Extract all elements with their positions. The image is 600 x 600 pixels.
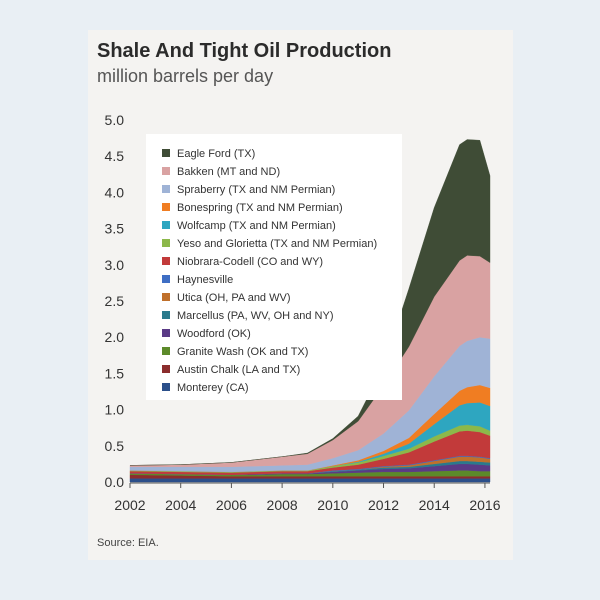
legend-swatch [162, 383, 170, 391]
y-tick-label: 2.5 [105, 293, 125, 309]
legend-swatch [162, 185, 170, 193]
legend-label: Woodford (OK) [177, 328, 251, 340]
y-tick-label: 1.0 [105, 402, 125, 418]
legend-label: Wolfcamp (TX and NM Permian) [177, 220, 336, 232]
chart-title: Shale And Tight Oil Production [97, 40, 392, 62]
area-series-0 [129, 478, 491, 483]
area-series-13 [129, 139, 491, 466]
legend-label: Eagle Ford (TX) [177, 148, 255, 160]
y-tick-label: 0.5 [105, 438, 125, 454]
legend-swatch [162, 329, 170, 337]
x-tick-label: 2012 [368, 497, 399, 513]
source-note: Source: EIA. [97, 537, 159, 549]
chart-subtitle: million barrels per day [97, 66, 274, 86]
y-tick-label: 3.5 [105, 221, 125, 237]
legend-swatch [162, 293, 170, 301]
legend-swatch [162, 275, 170, 283]
legend-label: Yeso and Glorietta (TX and NM Permian) [177, 238, 377, 250]
legend-label: Utica (OH, PA and WV) [177, 292, 291, 304]
legend-label: Niobrara-Codell (CO and WY) [177, 256, 323, 268]
y-tick-label: 0.0 [105, 474, 125, 490]
y-tick-label: 4.0 [105, 184, 125, 200]
legend-label: Spraberry (TX and NM Permian) [177, 184, 335, 196]
legend-label: Bakken (MT and ND) [177, 166, 280, 178]
legend-swatch [162, 311, 170, 319]
legend-swatch [162, 203, 170, 211]
x-tick-label: 2010 [317, 497, 348, 513]
x-tick-label: 2006 [216, 497, 247, 513]
x-tick-label: 2016 [469, 497, 500, 513]
legend-swatch [162, 257, 170, 265]
y-tick-label: 5.0 [105, 112, 125, 128]
legend-swatch [162, 239, 170, 247]
legend-swatch [162, 221, 170, 229]
x-tick-label: 2004 [165, 497, 196, 513]
legend-label: Bonespring (TX and NM Permian) [177, 202, 343, 214]
y-tick-label: 3.0 [105, 257, 125, 273]
x-tick-label: 2014 [419, 497, 450, 513]
legend-label: Marcellus (PA, WV, OH and NY) [177, 310, 334, 322]
legend-label: Austin Chalk (LA and TX) [177, 364, 300, 376]
legend-box [146, 134, 402, 400]
legend-label: Granite Wash (OK and TX) [177, 346, 308, 358]
x-tick-label: 2008 [267, 497, 298, 513]
y-tick-label: 1.5 [105, 365, 125, 381]
legend-swatch [162, 347, 170, 355]
y-tick-label: 4.5 [105, 148, 125, 164]
legend-swatch [162, 149, 170, 157]
legend-swatch [162, 167, 170, 175]
legend-swatch [162, 365, 170, 373]
legend-label: Monterey (CA) [177, 382, 249, 394]
x-tick-label: 2002 [114, 497, 145, 513]
y-tick-label: 2.0 [105, 329, 125, 345]
legend-label: Haynesville [177, 274, 233, 286]
